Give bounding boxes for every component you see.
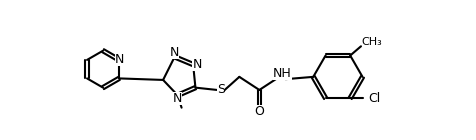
Text: Cl: Cl (369, 92, 381, 105)
Text: N: N (173, 92, 182, 105)
Text: S: S (217, 83, 225, 96)
Text: CH₃: CH₃ (362, 37, 383, 47)
Text: O: O (254, 105, 264, 118)
Text: NH: NH (273, 66, 292, 80)
Text: N: N (115, 53, 125, 66)
Text: N: N (192, 58, 202, 71)
Text: N: N (170, 46, 179, 60)
